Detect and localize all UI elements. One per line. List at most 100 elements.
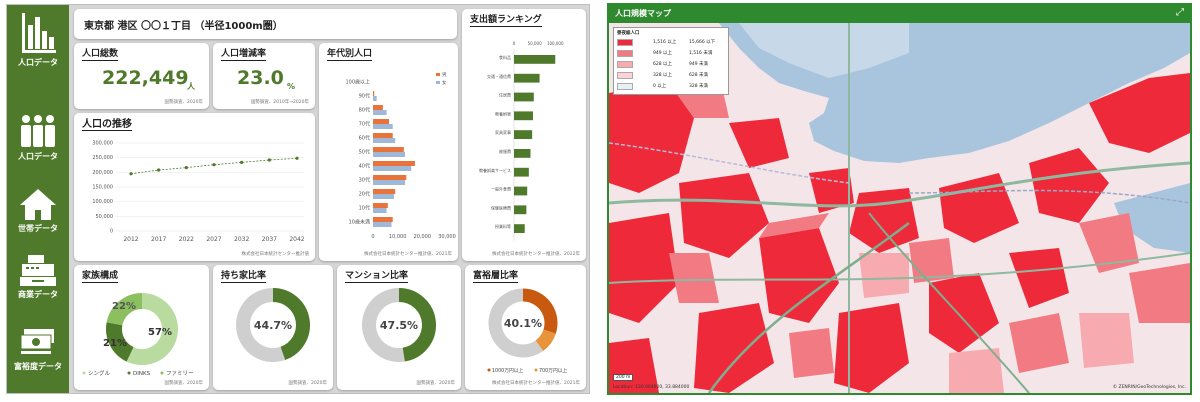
legend-swatch [617, 39, 633, 46]
bar-chart-icon [22, 13, 56, 53]
legend-swatch-male [436, 73, 440, 76]
x-tick-label: 20,000 [414, 234, 432, 240]
age-bar-female [373, 208, 387, 213]
mansion-slice [398, 288, 436, 362]
ranking-category-label: 授業料等 [495, 223, 511, 229]
cash-register-icon [20, 255, 56, 286]
legend-dot-single [82, 371, 86, 375]
ownhome-donut-chart: 44.7% [236, 288, 310, 362]
sidebar-item-commerce[interactable]: 商業データ [7, 253, 69, 323]
age-bar-male [373, 189, 396, 194]
wealth-slice [488, 288, 544, 358]
source-note: 株式会社日本統計センター推計値、2021年 [364, 252, 452, 257]
ranking-bar-chart: 食料品交通・通信費住居費教養娯楽家具家事被服費教養娯楽サービス一般外食費保健医療… [479, 41, 564, 241]
legend-to: 328 未満 [689, 84, 709, 89]
money-icon [20, 329, 54, 354]
roads [609, 23, 1190, 393]
legend-label-single: シングル [88, 369, 111, 377]
ranking-bar [514, 130, 533, 139]
age-category-label: 100歳以上 [345, 79, 370, 86]
sidebar-item-label: 富裕度データ [14, 362, 62, 371]
area-title: 東京都 港区 〇〇１丁目 （半径1000m圏） [84, 21, 283, 32]
y-tick-label: 0 [110, 229, 113, 235]
legend-label-male: 男 [442, 72, 447, 78]
source-note: 国勢調査、2020年 [288, 381, 327, 386]
people-icon [21, 115, 55, 147]
x-tick-label: 2022 [179, 236, 194, 243]
wealth-slice [522, 288, 558, 334]
ranking-category-label: 家具家事 [495, 129, 511, 135]
area-header: 東京都 港区 〇〇１丁目 （半径1000m圏） [74, 9, 457, 39]
sidebar-item-label: 世帯データ [18, 224, 58, 233]
family-card: 家族構成 シングル DINKS ファミリー 57% 21% 22% 国勢調査、202… [74, 265, 209, 390]
slice-label-dinks: 21% [103, 338, 127, 349]
ranking-category-label: 食料品 [499, 54, 511, 60]
age-category-label: 80代 [359, 107, 370, 114]
legend-swatch [617, 83, 633, 90]
growth-value: 23.0 [237, 67, 284, 89]
card-title: 富裕層比率 [473, 271, 519, 283]
age-bar-male [373, 133, 393, 138]
trend-point [267, 158, 271, 162]
growth-unit: % [287, 82, 296, 91]
legend-swatch-female [436, 81, 440, 84]
ranking-category-label: 住居費 [499, 92, 511, 98]
legend-dot-dinks [127, 371, 131, 375]
age-card: 年代別人口 男 女 100歳以上 90代 80代 70代 60代 50代 40代 30代 20代… [319, 43, 458, 261]
age-category-label: 90代 [359, 93, 370, 100]
x-tick-label: 30,000 [438, 234, 456, 240]
age-bar-male [373, 105, 383, 110]
legend-from: 0 以上 [653, 84, 667, 89]
age-bar-male [373, 91, 375, 96]
ranking-bar [514, 111, 533, 121]
map-copyright: © ZENRIN/GeoTechnologies, Inc. [1112, 385, 1186, 390]
ranking-bar [514, 167, 529, 177]
map-titlebar: 人口規模マップ ⤢ [609, 5, 1190, 23]
trend-point [240, 160, 244, 164]
age-category-label: 40代 [359, 163, 370, 170]
y-tick-label: 150,000 [92, 185, 113, 191]
sidebar-item-population-stats[interactable]: 人口データ [7, 11, 69, 81]
ranking-bar [514, 92, 534, 102]
legend-dot-7m [534, 368, 538, 372]
legend-from: 628 以上 [653, 62, 673, 67]
source-note: 国勢調査、2020年 [416, 381, 455, 386]
sidebar-item-label: 商業データ [18, 290, 58, 299]
expand-icon[interactable]: ⤢ [1176, 7, 1184, 18]
age-bar-female [373, 138, 396, 143]
source-note: 株式会社日本統計センター推計値、2022年 [492, 252, 580, 257]
ranking-category-label: 交通・通信費 [487, 73, 511, 79]
ranking-category-label: 被服費 [499, 148, 511, 154]
ranking-category-label: 教養娯楽 [495, 110, 511, 116]
legend-to: 949 未満 [689, 62, 709, 67]
sidebar-item-wealth[interactable]: 富裕度データ [7, 327, 69, 397]
x-tick-label: 0 [371, 234, 374, 240]
sidebar: 人口データ 人口データ 世帯データ [7, 5, 69, 393]
population-unit: 人 [187, 82, 195, 91]
ranking-category-label: 保健医療費 [491, 204, 511, 210]
trend-point [129, 172, 133, 176]
legend-row: 0 以上 328 未満 [617, 82, 727, 90]
population-card: 人口総数 222,449 人 国勢調査、2020年 [74, 43, 209, 109]
mansion-donut-chart: 47.5% [362, 288, 436, 362]
legend-label-female: 女 [442, 79, 447, 86]
sidebar-item-population[interactable]: 人口データ [7, 113, 69, 183]
map-window: 人口規模マップ ⤢ [607, 3, 1192, 395]
age-bar-female [373, 194, 394, 199]
low-population-districts [859, 253, 1134, 393]
legend-row: 628 以上 949 未満 [617, 60, 727, 68]
trend-point [212, 163, 216, 167]
age-bar-female [373, 166, 412, 171]
legend-row: 949 以上 1,516 未満 [617, 49, 727, 57]
age-category-label: 30代 [359, 177, 370, 184]
age-bar-female [373, 96, 377, 101]
donut-center-label: 44.7% [254, 319, 292, 332]
ranking-card: 支出額ランキング 食料品 交通・通信費 住居費 教養娯楽 家具家事 被服費 教養娯楽サービス… [462, 9, 586, 261]
ranking-bar [514, 73, 540, 83]
sidebar-item-household[interactable]: 世帯データ [7, 187, 69, 257]
ownhome-slice [236, 288, 286, 362]
legend-row: 328 以上 628 未満 [617, 71, 727, 79]
legend-to: 15,666 以下 [689, 40, 716, 45]
trend-card: 人口の推移 0 50,000 100,000 150,000 200,000 250,00… [74, 113, 315, 261]
ranking-bar [514, 186, 528, 196]
